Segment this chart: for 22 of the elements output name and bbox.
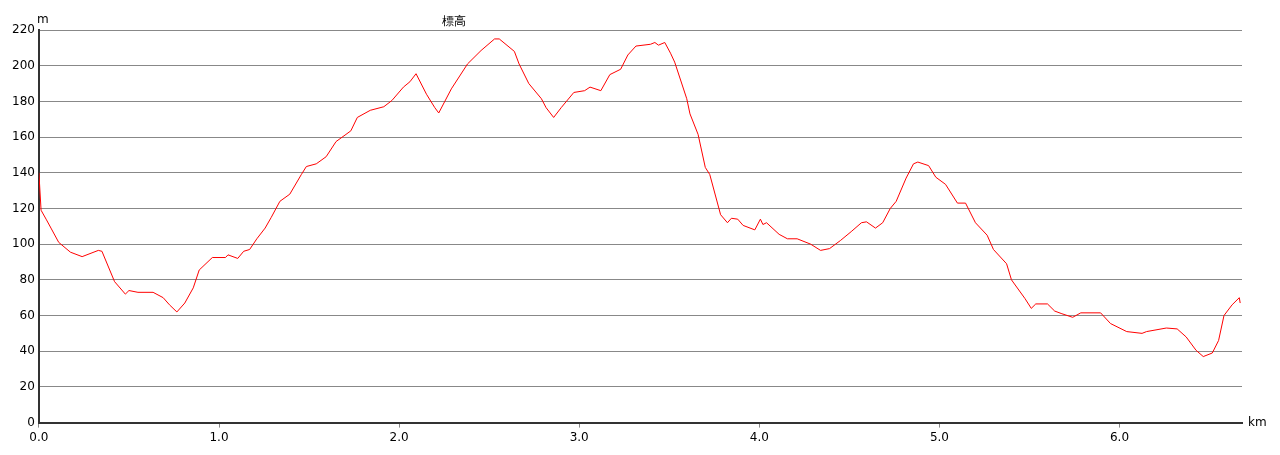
y-tick-label: 180 — [12, 93, 35, 108]
y-tick-label: 140 — [12, 164, 35, 179]
x-tick-label: 1.0 — [209, 429, 229, 444]
y-tick-label: 40 — [19, 343, 35, 358]
x-tick-label: 2.0 — [389, 429, 409, 444]
chart-title: 標高 — [441, 14, 466, 29]
y-tick-label: 0 — [27, 414, 35, 429]
x-tick-label: 5.0 — [929, 429, 949, 444]
x-tick-label: 6.0 — [1109, 429, 1130, 444]
y-tick-label: 100 — [12, 236, 35, 251]
y-tick-label: 160 — [12, 129, 35, 144]
x-tick-label: 4.0 — [749, 429, 769, 444]
x-tick-label: 3.0 — [569, 429, 589, 444]
y-axis-title: m — [36, 12, 49, 27]
y-tick-label: 200 — [12, 57, 35, 72]
y-tick-label: 80 — [19, 271, 35, 286]
y-tick-label: 120 — [12, 200, 35, 215]
x-tick-label: 0.0 — [29, 429, 49, 444]
x-axis-title: km — [1248, 414, 1267, 429]
y-tick-label: 20 — [19, 379, 35, 394]
y-tick-label: 60 — [19, 307, 35, 322]
y-tick-label: 220 — [12, 22, 35, 37]
